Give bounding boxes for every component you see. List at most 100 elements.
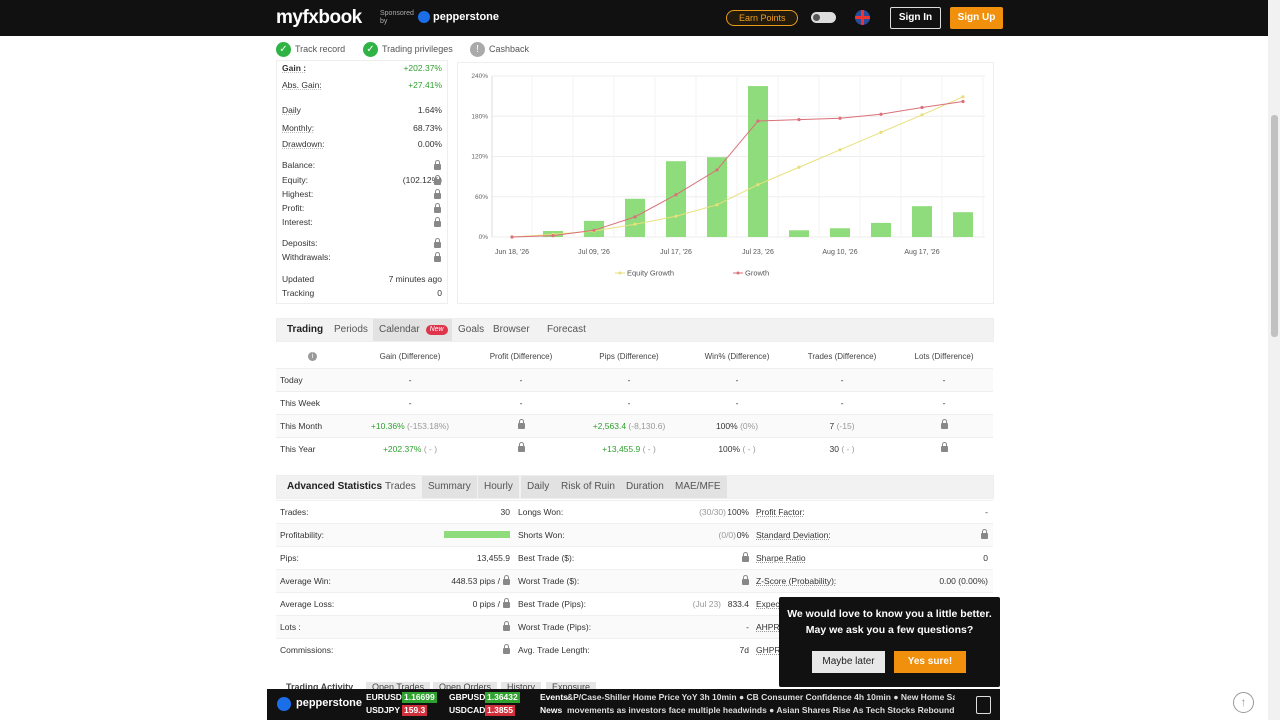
- scrollbar[interactable]: [1268, 0, 1280, 720]
- stat-label: Abs. Gain:: [282, 80, 322, 90]
- popup-line: We would love to know you a little bette…: [787, 608, 992, 620]
- stat-label: Drawdown:: [282, 139, 325, 149]
- tab[interactable]: Daily: [521, 476, 556, 498]
- x-tick-label: Aug 10, '26: [822, 249, 857, 256]
- profit-bar: [444, 531, 510, 538]
- sponsored: Sponsored by: [380, 10, 414, 25]
- cell-diff: ( - ): [742, 444, 756, 454]
- new-badge: New: [425, 325, 448, 335]
- row-bg: [276, 437, 993, 460]
- point: [756, 119, 760, 123]
- sign-up[interactable]: Sign Up: [950, 7, 1003, 29]
- line: [511, 100, 964, 238]
- tab[interactable]: Goals: [458, 324, 485, 335]
- row-bg: [276, 523, 993, 546]
- row-bg: [276, 569, 993, 592]
- tab[interactable]: Risk of Ruin: [555, 476, 621, 498]
- stat-label: Profit Factor:: [756, 507, 805, 517]
- cell: +202.37% ( - ): [350, 444, 470, 454]
- cell-main: 100%: [718, 444, 741, 454]
- col-header: Gain (Difference): [379, 352, 441, 361]
- stat-note: (Jul 23): [692, 599, 721, 609]
- lock-icon: [941, 442, 948, 452]
- cell: -: [735, 398, 739, 408]
- point: [633, 215, 637, 219]
- stat-label: Monthly:: [282, 123, 315, 133]
- stat-note: (0/0): [718, 530, 736, 540]
- sign-in[interactable]: Sign In: [890, 7, 941, 29]
- point: [961, 99, 965, 104]
- tab[interactable]: Hourly: [478, 476, 519, 498]
- cell: 100% (0%): [677, 421, 797, 431]
- maybe-later[interactable]: Maybe later: [812, 651, 885, 673]
- lock-icon: [503, 644, 510, 654]
- tab[interactable]: Trades: [385, 481, 416, 492]
- cell-diff: ( - ): [841, 444, 855, 454]
- y-tick-label: 240%: [471, 73, 488, 80]
- stat-value: 448.53 pips /: [451, 576, 500, 586]
- sponsor: pepperstone: [433, 11, 500, 23]
- badge: Cashback: [489, 44, 530, 54]
- tab[interactable]: Forecast: [547, 324, 586, 335]
- badge: Trading privileges: [382, 44, 453, 54]
- col-header: Win% (Difference): [704, 352, 770, 361]
- calculator[interactable]: [976, 696, 991, 714]
- x-tick-label: Jul 23, '26: [742, 249, 774, 256]
- yes-sure[interactable]: Yes sure!: [894, 651, 966, 673]
- tab[interactable]: Summary: [422, 476, 477, 498]
- tab[interactable]: Open Orders: [433, 682, 498, 692]
- bar: [748, 86, 768, 237]
- tab[interactable]: Periods: [334, 324, 368, 335]
- row-bg: [276, 368, 993, 391]
- news: movements as investors face multiple hea…: [567, 705, 955, 715]
- theme-toggle[interactable]: [811, 12, 836, 23]
- stat-label: Profitability:: [280, 530, 324, 540]
- tab[interactable]: Browser: [493, 324, 530, 335]
- tab[interactable]: Duration: [620, 476, 670, 498]
- lock-icon: [434, 217, 441, 227]
- sponsor-icon: [418, 11, 430, 23]
- stat-label: Z-Score (Probability):: [756, 576, 837, 586]
- tab[interactable]: History: [501, 682, 542, 692]
- tab[interactable]: Exposure: [546, 682, 597, 692]
- cell-diff: (-8,130.6): [628, 421, 666, 431]
- stat-label: Avg. Trade Length:: [518, 645, 590, 655]
- stat-value: 7 minutes ago: [388, 274, 442, 284]
- point: [715, 203, 719, 207]
- lock-icon: [434, 238, 441, 248]
- stat-value: 13,455.9: [476, 553, 510, 563]
- x-tick-label: Jul 17, '26: [660, 249, 692, 256]
- cell: -: [735, 375, 739, 385]
- point: [838, 148, 842, 152]
- cell-main: +13,455.9: [602, 444, 641, 454]
- tab[interactable]: Advanced Statistics: [287, 481, 383, 492]
- x-tick-label: Jun 18, '26: [495, 249, 529, 256]
- logo[interactable]: myfxbook: [276, 7, 362, 28]
- cell: -: [519, 375, 523, 385]
- badge-icon: ✓: [276, 42, 291, 57]
- legend-dot: [736, 271, 740, 275]
- tab[interactable]: Open Trades: [366, 682, 431, 692]
- stat-label: Pips:: [280, 553, 299, 563]
- lock-icon: [742, 575, 749, 585]
- tab[interactable]: Calendar New: [373, 319, 452, 341]
- info-icon: i: [308, 352, 317, 361]
- stat-note: (30/30): [699, 507, 726, 517]
- tab[interactable]: MAE/MFE: [669, 476, 727, 498]
- col-header: Lots (Difference): [914, 352, 974, 361]
- cell: -: [942, 398, 946, 408]
- tab[interactable]: Trading: [287, 324, 324, 335]
- stat-label: Highest:: [282, 189, 314, 199]
- scroll-top[interactable]: ↑: [1233, 692, 1254, 713]
- stat-value: (102.12%): [402, 175, 442, 185]
- pair-value: 1.16699: [402, 692, 437, 703]
- stat-label: Trades:: [280, 507, 309, 517]
- earn-points[interactable]: Earn Points: [726, 10, 798, 26]
- stat-value: 833.4: [727, 599, 749, 609]
- bar: [666, 161, 686, 237]
- flag[interactable]: [855, 10, 870, 25]
- y-tick-label: 120%: [471, 154, 488, 161]
- tab[interactable]: Trading Activity: [286, 682, 354, 692]
